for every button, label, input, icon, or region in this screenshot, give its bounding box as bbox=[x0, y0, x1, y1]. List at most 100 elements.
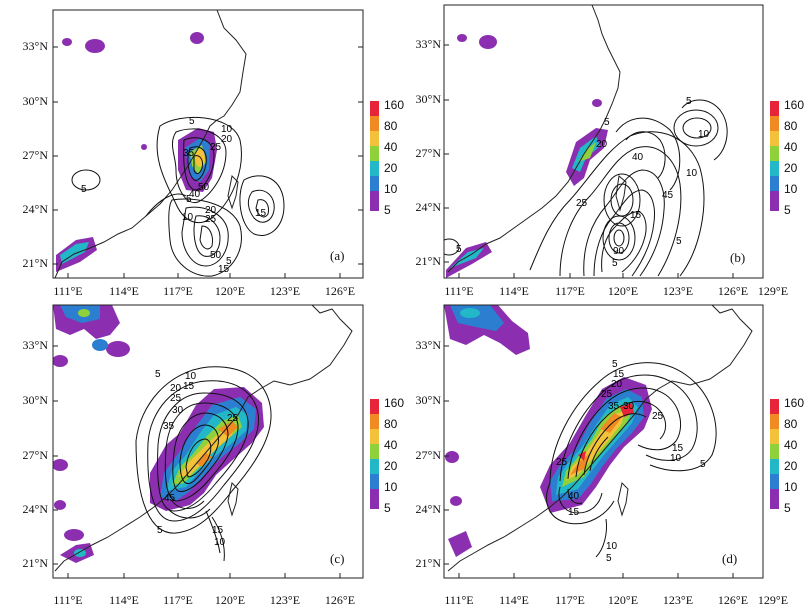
colorbar-label: 10 bbox=[384, 182, 398, 196]
lon-label: 114°E bbox=[499, 593, 529, 607]
panel-a-ticks bbox=[53, 46, 363, 278]
svg-text:10: 10 bbox=[221, 124, 233, 135]
colorbar-label: 40 bbox=[384, 438, 398, 452]
lat-label: 21°N bbox=[22, 556, 48, 570]
colorbar-label: 80 bbox=[384, 417, 398, 431]
colorbar-label: 160 bbox=[384, 98, 405, 112]
colorbar-label: 160 bbox=[384, 396, 405, 410]
colorbar-label: 20 bbox=[784, 161, 798, 175]
lat-label: 21°N bbox=[415, 556, 441, 570]
lat-label: 33°N bbox=[22, 338, 48, 352]
svg-text:20: 20 bbox=[611, 379, 623, 390]
lon-label: 126°E bbox=[324, 284, 356, 298]
colorbar-label: 5 bbox=[384, 203, 391, 217]
panel-c-contour-labels: 5 10 15 20 25 30 35 25 45 15 10 5 bbox=[155, 369, 239, 548]
colorbar-label: 10 bbox=[784, 480, 798, 494]
svg-text:5: 5 bbox=[676, 236, 682, 247]
panel-c-contours bbox=[135, 366, 272, 562]
svg-text:15: 15 bbox=[218, 264, 230, 275]
panel-b-map: 5 5 10 20 25 40 45 15 90 5 10 5 5 bbox=[443, 4, 764, 279]
svg-text:5: 5 bbox=[226, 256, 232, 267]
svg-text:15: 15 bbox=[212, 525, 224, 536]
panel-a-contour-labels: 5 10 20 25 35 40 50 5 10 20 25 50 15 5 1… bbox=[81, 116, 267, 275]
colorbar-label: 20 bbox=[384, 161, 398, 175]
svg-text:25: 25 bbox=[652, 411, 664, 422]
colorbar-label: 20 bbox=[784, 459, 798, 473]
lon-label: 117°E bbox=[163, 593, 193, 607]
lat-label: 24°N bbox=[22, 202, 48, 216]
colorbar-label: 40 bbox=[784, 140, 798, 154]
svg-text:15: 15 bbox=[255, 208, 267, 219]
colorbar-label: 80 bbox=[784, 417, 798, 431]
panel-label: (a) bbox=[330, 248, 345, 263]
panel-b-rain-shading bbox=[446, 34, 608, 278]
svg-text:25: 25 bbox=[601, 389, 613, 400]
svg-text:5: 5 bbox=[155, 369, 161, 380]
panel-b-ticks bbox=[444, 44, 734, 278]
svg-text:20: 20 bbox=[205, 205, 217, 216]
svg-text:5: 5 bbox=[612, 359, 618, 370]
colorbar-label: 160 bbox=[784, 98, 805, 112]
panel-d-contours bbox=[546, 362, 717, 558]
lat-label: 30°N bbox=[415, 393, 441, 407]
svg-text:35: 35 bbox=[183, 148, 195, 159]
svg-text:90: 90 bbox=[613, 246, 625, 257]
panel-b: 5 5 10 20 25 40 45 15 90 5 10 5 5 bbox=[400, 0, 808, 305]
lon-label: 123°E bbox=[269, 593, 301, 607]
lat-label: 27°N bbox=[415, 146, 441, 160]
panel-c-ticks bbox=[53, 345, 341, 578]
colorbar-label: 10 bbox=[384, 480, 398, 494]
svg-text:40: 40 bbox=[189, 189, 201, 200]
svg-text:10: 10 bbox=[670, 453, 682, 464]
lat-label: 21°N bbox=[22, 256, 48, 270]
colorbar-label: 80 bbox=[784, 119, 798, 133]
panel-a-contours bbox=[71, 116, 285, 277]
svg-text:35: 35 bbox=[163, 421, 175, 432]
lon-label: 114°E bbox=[109, 593, 139, 607]
lat-label: 30°N bbox=[415, 92, 441, 106]
lat-label: 30°N bbox=[22, 94, 48, 108]
lon-label: 126°E bbox=[717, 593, 749, 607]
panel-d-coastline bbox=[447, 305, 753, 572]
svg-text:25: 25 bbox=[170, 393, 182, 404]
svg-text:5: 5 bbox=[456, 244, 462, 255]
svg-text:10: 10 bbox=[686, 168, 698, 179]
lon-label: 111°E bbox=[444, 284, 474, 298]
lon-label: 126°E bbox=[324, 593, 356, 607]
svg-text:20: 20 bbox=[221, 134, 233, 145]
lon-label: 111°E bbox=[53, 593, 83, 607]
svg-text:25: 25 bbox=[210, 142, 222, 153]
svg-text:5: 5 bbox=[700, 459, 706, 470]
svg-text:35: 35 bbox=[608, 401, 620, 412]
svg-text:15: 15 bbox=[183, 381, 195, 392]
lon-label: 114°E bbox=[109, 284, 139, 298]
lon-label: 111°E bbox=[444, 593, 474, 607]
panel-c: 5 10 15 20 25 30 35 25 45 15 10 5 33°N bbox=[0, 304, 404, 610]
panel-d: 5 15 20 25 30 35 25 15 10 40 25 15 10 5 … bbox=[400, 304, 808, 610]
svg-text:50: 50 bbox=[198, 182, 210, 193]
panel-d-rain-shading bbox=[444, 305, 652, 557]
panel-d-map: 5 15 20 25 30 35 25 15 10 40 25 15 10 5 … bbox=[443, 304, 764, 579]
lat-label: 21°N bbox=[415, 254, 441, 268]
lat-label: 33°N bbox=[415, 338, 441, 352]
colorbar-label: 10 bbox=[784, 182, 798, 196]
svg-text:5: 5 bbox=[157, 525, 163, 536]
panel-c-coastline bbox=[54, 305, 353, 572]
svg-text:25: 25 bbox=[227, 413, 239, 424]
svg-text:5: 5 bbox=[612, 258, 618, 269]
svg-text:5: 5 bbox=[81, 184, 87, 195]
svg-text:20: 20 bbox=[596, 139, 608, 150]
svg-text:45: 45 bbox=[164, 493, 176, 504]
svg-text:5: 5 bbox=[604, 117, 610, 128]
lon-label: 117°E bbox=[555, 593, 585, 607]
colorbar: 160 80 40 20 10 5 bbox=[770, 98, 808, 221]
svg-text:15: 15 bbox=[630, 210, 642, 221]
svg-text:25: 25 bbox=[556, 457, 568, 468]
svg-text:45: 45 bbox=[662, 190, 674, 201]
svg-text:5: 5 bbox=[186, 194, 192, 205]
colorbar-label: 20 bbox=[384, 459, 398, 473]
lon-label: 120°E bbox=[214, 284, 246, 298]
svg-text:5: 5 bbox=[686, 96, 692, 107]
colorbar-label: 40 bbox=[784, 438, 798, 452]
lat-label: 27°N bbox=[415, 448, 441, 462]
